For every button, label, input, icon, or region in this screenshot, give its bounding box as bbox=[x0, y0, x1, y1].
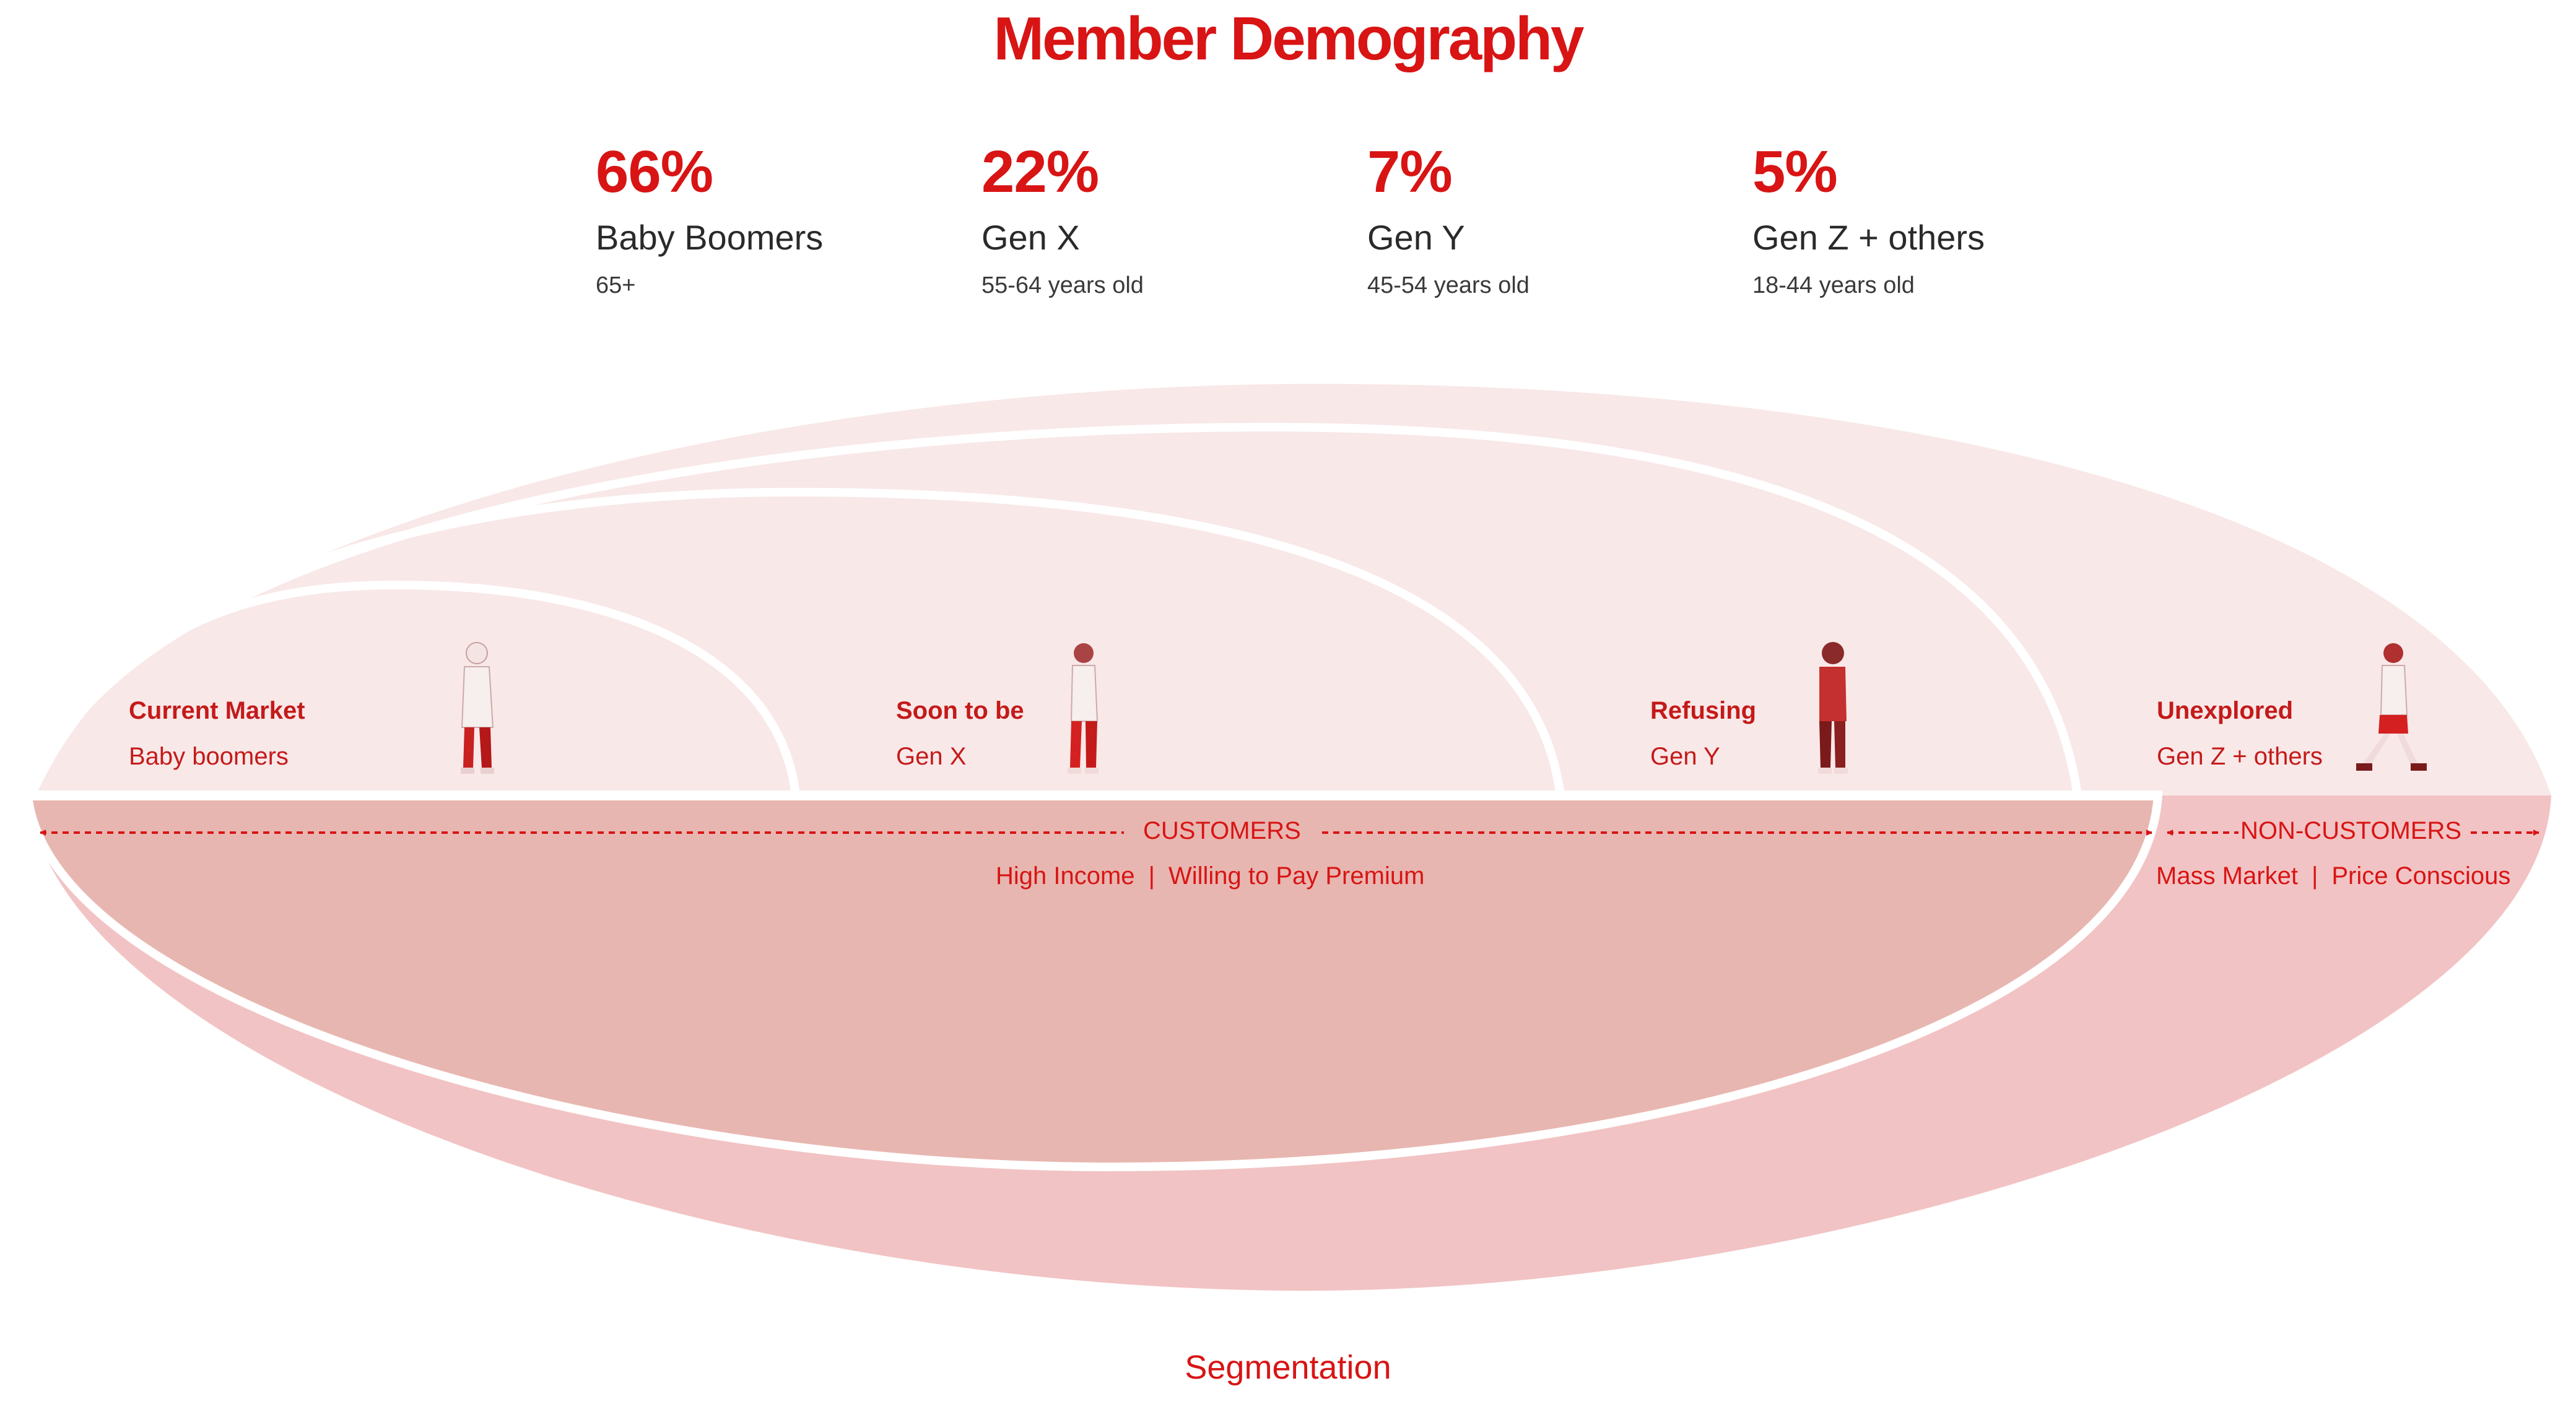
stat-gen-x: 22% Gen X 55-64 years old bbox=[981, 139, 1328, 298]
stat-label: Gen Y bbox=[1367, 218, 1465, 257]
stat-range: 65+ bbox=[596, 272, 636, 298]
stat-label: Gen X bbox=[981, 218, 1080, 257]
footer-caption: Segmentation bbox=[1185, 1349, 1391, 1386]
outer-market-dome bbox=[28, 384, 2551, 795]
segment-refusing: Refusing Gen Y bbox=[1650, 698, 1756, 769]
customers-label: CUSTOMERS bbox=[1143, 817, 1301, 844]
segment-current-market: Current Market Baby boomers bbox=[129, 698, 305, 769]
segment-name: Soon to be bbox=[896, 697, 1024, 724]
stat-percent: 5% bbox=[1752, 139, 1838, 205]
non-customers-label: NON-CUSTOMERS bbox=[2240, 817, 2462, 844]
separator: | bbox=[2311, 862, 2318, 890]
segment-name: Current Market bbox=[129, 697, 305, 724]
stat-range: 45-54 years old bbox=[1367, 272, 1530, 298]
arc-refusing bbox=[27, 487, 1565, 797]
segment-sub: Gen Y bbox=[1650, 743, 1720, 770]
non-customers-attr-price: Price Conscious bbox=[2331, 862, 2511, 890]
stat-percent: 7% bbox=[1367, 139, 1453, 205]
customers-attributes: High Income | Willing to Pay Premium bbox=[996, 864, 1424, 888]
person-gen-z-icon bbox=[2356, 643, 2427, 771]
arc-current-market bbox=[27, 580, 800, 797]
segment-sub: Gen Z + others bbox=[2157, 743, 2323, 770]
separator: | bbox=[1148, 862, 1155, 890]
arc-unexplored bbox=[27, 422, 2082, 797]
customers-attr-premium: Willing to Pay Premium bbox=[1168, 862, 1425, 890]
stat-percent: 22% bbox=[981, 139, 1099, 205]
stat-label: Gen Z + others bbox=[1752, 218, 1985, 257]
stat-gen-y: 7% Gen Y 45-54 years old bbox=[1367, 139, 1714, 298]
stat-range: 55-64 years old bbox=[981, 272, 1144, 298]
person-gen-y-icon bbox=[1818, 642, 1848, 774]
non-customers-attributes: Mass Market | Price Conscious bbox=[2156, 864, 2510, 888]
segment-sub: Gen X bbox=[896, 743, 967, 770]
segment-soon-to-be: Soon to be Gen X bbox=[896, 698, 1024, 769]
person-gen-x-icon bbox=[1068, 643, 1099, 774]
page-title: Member Demography bbox=[993, 4, 1584, 72]
stat-percent: 66% bbox=[596, 139, 713, 205]
segment-name: Refusing bbox=[1650, 697, 1757, 724]
segment-sub: Baby boomers bbox=[129, 743, 289, 770]
segment-unexplored: Unexplored Gen Z + others bbox=[2157, 698, 2323, 769]
non-customers-attr-mass: Mass Market bbox=[2156, 862, 2298, 890]
person-baby-boomer-icon bbox=[461, 642, 494, 774]
stat-label: Baby Boomers bbox=[596, 218, 824, 257]
customers-attr-income: High Income bbox=[996, 862, 1135, 890]
stat-baby-boomers: 66% Baby Boomers 65+ bbox=[596, 139, 942, 298]
customers-ellipse bbox=[23, 791, 2163, 1172]
stat-range: 18-44 years old bbox=[1752, 272, 1915, 298]
stat-gen-z: 5% Gen Z + others 18-44 years old bbox=[1752, 139, 2099, 298]
segment-name: Unexplored bbox=[2157, 697, 2294, 724]
